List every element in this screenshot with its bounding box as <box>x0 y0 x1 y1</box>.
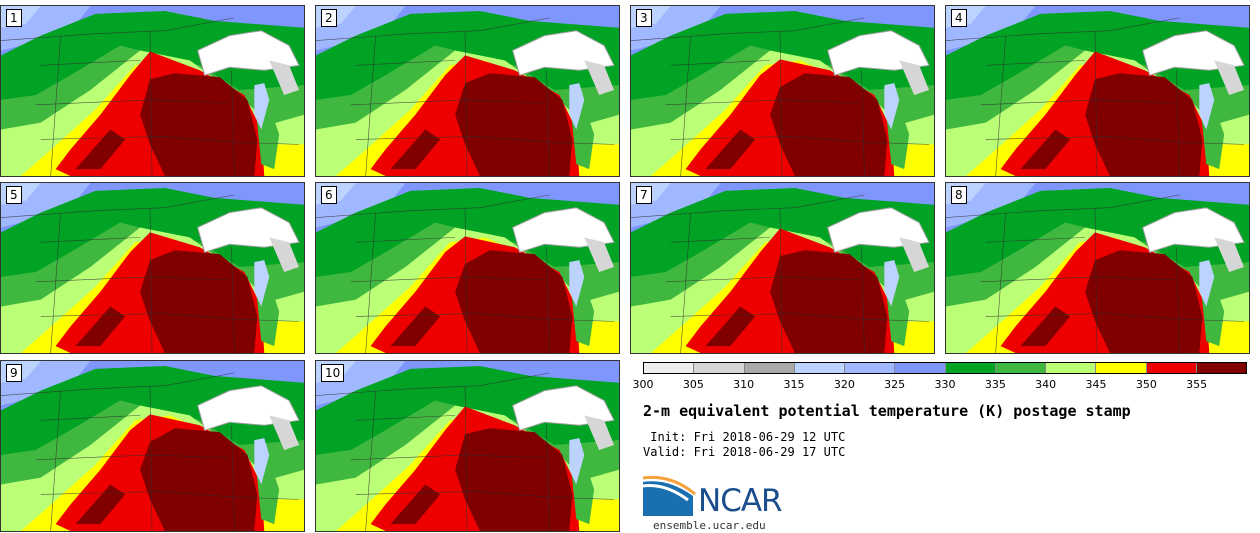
colorbar-segment <box>744 363 795 373</box>
colorbar-segment <box>644 363 695 373</box>
colorbar-tick-label: 310 <box>733 378 755 391</box>
colorbar-tick-label: 325 <box>884 378 906 391</box>
site-url: ensemble.ucar.edu <box>653 519 766 532</box>
colorbar-segment <box>1196 363 1246 373</box>
colorbar-segment <box>945 363 996 373</box>
logo-text: NCAR <box>698 483 783 519</box>
stamp-member-label: 3 <box>636 9 652 27</box>
colorbar-segment <box>1146 363 1197 373</box>
stamp-member-label: 10 <box>321 364 345 382</box>
init-time: Init: Fri 2018-06-29 12 UTC <box>643 430 846 444</box>
postage-stamp-map-5: 5 <box>0 182 305 354</box>
colorbar-segment <box>895 363 946 373</box>
stamp-member-label: 4 <box>951 9 967 27</box>
colorbar-segment <box>1046 363 1097 373</box>
ncar-logo-icon <box>643 476 696 516</box>
postage-stamp-map-1: 1 <box>0 5 305 177</box>
stamp-member-label: 2 <box>321 9 337 27</box>
stamp-member-label: 9 <box>6 364 22 382</box>
colorbar-tick-label: 350 <box>1135 378 1157 391</box>
colorbar-tick-label: 330 <box>934 378 956 391</box>
colorbar <box>643 362 1247 374</box>
colorbar-segment <box>995 363 1046 373</box>
stamp-member-label: 1 <box>6 9 22 27</box>
colorbar-tick-label: 345 <box>1085 378 1107 391</box>
colorbar-tick-label: 315 <box>783 378 805 391</box>
colorbar-segment <box>1096 363 1147 373</box>
colorbar-segment <box>794 363 845 373</box>
colorbar-tick-label: 305 <box>682 378 704 391</box>
stamp-member-label: 5 <box>6 186 22 204</box>
postage-stamp-map-3: 3 <box>630 5 935 177</box>
postage-stamp-map-8: 8 <box>945 182 1250 354</box>
valid-time: Valid: Fri 2018-06-29 17 UTC <box>643 445 846 459</box>
postage-stamp-map-6: 6 <box>315 182 620 354</box>
colorbar-segment <box>694 363 745 373</box>
colorbar-tick-labels: 300 305 310 315 320 325 330 335 340 345 350 355 <box>633 378 1247 392</box>
colorbar-tick-label: 320 <box>833 378 855 391</box>
postage-stamp-map-4: 4 <box>945 5 1250 177</box>
postage-stamp-map-10: 10 <box>315 360 620 532</box>
colorbar-segment <box>845 363 896 373</box>
stamp-member-label: 6 <box>321 186 337 204</box>
postage-stamp-map-7: 7 <box>630 182 935 354</box>
stamp-member-label: 8 <box>951 186 967 204</box>
postage-stamp-map-9: 9 <box>0 360 305 532</box>
figure-title: 2-m equivalent potential temperature (K)… <box>643 402 1131 420</box>
colorbar-tick-label: 300 <box>632 378 654 391</box>
colorbar-tick-label: 335 <box>984 378 1006 391</box>
colorbar-tick-label: 355 <box>1186 378 1208 391</box>
colorbar-tick-label: 340 <box>1035 378 1057 391</box>
postage-stamp-map-2: 2 <box>315 5 620 177</box>
stamp-member-label: 7 <box>636 186 652 204</box>
